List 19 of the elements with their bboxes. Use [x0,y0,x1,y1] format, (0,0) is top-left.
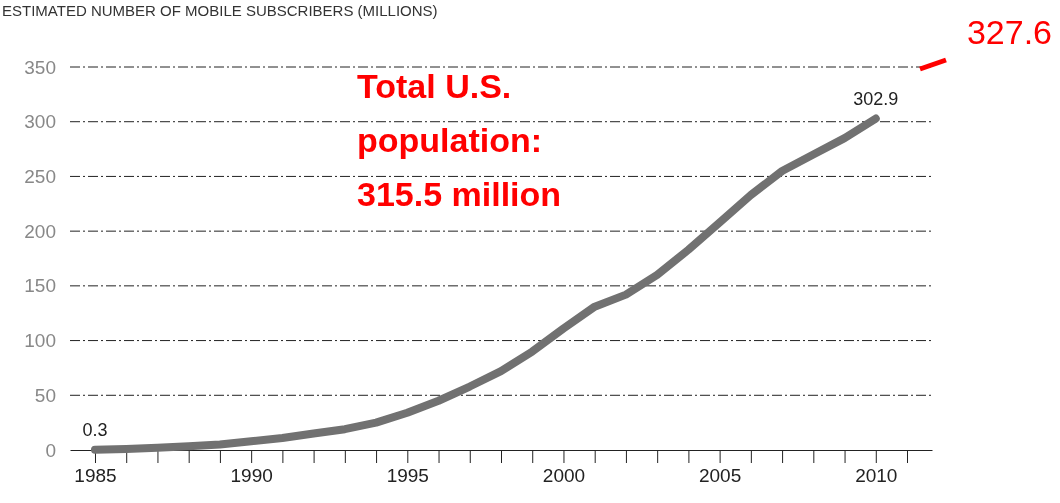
y-tick-label: 150 [24,275,56,297]
data-label: 0.3 [82,419,108,440]
text: 327.6 [966,13,1052,51]
y-tick-label: 250 [24,166,56,188]
x-tick-label: 1990 [230,465,273,487]
y-tick-label: 300 [24,111,56,133]
x-tick-label: 2005 [698,465,742,487]
y-tick-label: 100 [24,330,56,352]
data-label: 302.9 [853,88,899,109]
y-tick-label: 0 [45,439,56,461]
x-tick-label: 2010 [855,465,898,487]
x-tick-label: 1995 [386,465,429,487]
annotation: Total U.S. population: 315.5 million [357,67,562,213]
y-tick-label: 200 [24,220,56,242]
y-tick-label: 350 [24,56,56,78]
chart-title: ESTIMATED NUMBER OF MOBILE SUBSCRIBERS (MILLIONS) [2,2,438,19]
y-tick-label: 50 [34,384,56,406]
x-tick-label: 1985 [74,465,117,487]
x-tick-label: 2000 [542,465,586,487]
